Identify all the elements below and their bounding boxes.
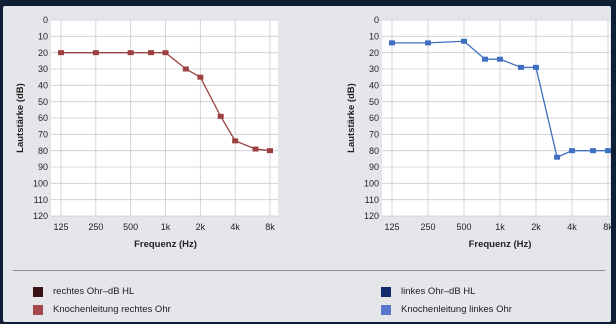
legend-item-right-air: rechtes Ohr–dB HL xyxy=(33,286,171,297)
y-tick-label: 100 xyxy=(33,179,48,189)
data-point xyxy=(554,155,560,160)
audiogram-left-ear: 0 10 20 30 40 50 60 70 80 90 100 110 120 125 250 500 1k 2… xyxy=(303,6,611,264)
data-point xyxy=(148,50,154,55)
x-tick-label: 4k xyxy=(567,222,577,232)
y-axis-title: Lautstärke (dB) xyxy=(346,83,357,153)
legend-label-left-bone: Knochenleitung linkes Ohr xyxy=(401,304,512,315)
y-tick-label: 10 xyxy=(369,32,379,42)
y-tick-label: 50 xyxy=(38,97,48,107)
y-tick-label: 20 xyxy=(38,48,48,58)
x-tick-label: 8k xyxy=(265,222,275,232)
data-point xyxy=(218,114,224,119)
legend-item-left-bone: Knochenleitung linkes Ohr xyxy=(381,304,512,315)
audiogram-sheet: 0 10 20 30 40 50 60 70 80 90 100 110 120 125 250 500 1k 2… xyxy=(3,6,611,322)
data-point xyxy=(58,50,64,55)
x-tick-label: 125 xyxy=(384,222,399,232)
y-tick-label: 60 xyxy=(369,113,379,123)
legend-swatch-left-air xyxy=(381,287,391,297)
y-tick-label: 110 xyxy=(365,195,379,205)
y-tick-label: 40 xyxy=(369,81,379,91)
data-point xyxy=(533,65,539,70)
y-tick-label: 90 xyxy=(38,162,48,172)
y-tick-label: 80 xyxy=(369,146,379,156)
y-tick-label: 50 xyxy=(369,97,379,107)
legend-swatch-right-bone xyxy=(33,305,43,315)
legend-swatch-right-air xyxy=(33,287,43,297)
legend-label-right-bone: Knochenleitung rechtes Ohr xyxy=(53,304,171,315)
x-tick-label: 4k xyxy=(230,222,240,232)
data-point xyxy=(605,148,611,153)
y-axis-title: Lautstärke (dB) xyxy=(15,83,26,153)
y-tick-label: 80 xyxy=(38,146,48,156)
y-tick-label: 120 xyxy=(33,211,48,221)
x-tick-label: 500 xyxy=(123,222,138,232)
x-tick-label: 125 xyxy=(53,222,68,232)
data-point xyxy=(497,57,503,62)
x-axis-title: Frequenz (Hz) xyxy=(469,239,532,250)
y-tick-label: 100 xyxy=(364,179,379,189)
data-point xyxy=(163,50,169,55)
y-tick-label: 110 xyxy=(34,195,48,205)
data-point xyxy=(93,50,99,55)
data-point xyxy=(569,148,575,153)
data-point xyxy=(128,50,134,55)
x-tick-label: 2k xyxy=(531,222,541,232)
data-point xyxy=(197,75,203,80)
x-axis-title: Frequenz (Hz) xyxy=(134,239,197,250)
y-tick-label: 120 xyxy=(364,211,379,221)
data-point xyxy=(183,67,189,72)
x-tick-label: 2k xyxy=(196,222,206,232)
data-point xyxy=(482,57,488,62)
legend-right-ear: rechtes Ohr–dB HL Knochenleitung rechtes… xyxy=(33,286,171,315)
legend-swatch-left-bone xyxy=(381,305,391,315)
y-tick-label: 30 xyxy=(38,64,48,74)
x-tick-label: 1k xyxy=(161,222,171,232)
data-point xyxy=(425,40,431,45)
y-tick-label: 20 xyxy=(369,48,379,58)
legend-divider xyxy=(13,270,605,271)
x-tick-label: 1k xyxy=(495,222,505,232)
y-tick-label: 0 xyxy=(43,15,48,25)
data-point xyxy=(590,148,596,153)
y-tick-label: 10 xyxy=(38,32,48,42)
data-point xyxy=(267,148,273,153)
legend-label-left-air: linkes Ohr–dB HL xyxy=(401,286,475,297)
x-tick-label: 250 xyxy=(88,222,103,232)
y-tick-label: 0 xyxy=(374,15,379,25)
data-point xyxy=(518,65,524,70)
y-tick-label: 70 xyxy=(38,130,48,140)
y-tick-label: 90 xyxy=(369,162,379,172)
y-tick-label: 40 xyxy=(38,81,48,91)
legend-label-right-air: rechtes Ohr–dB HL xyxy=(53,286,134,297)
x-tick-label: 8k xyxy=(603,222,611,232)
x-tick-label: 250 xyxy=(420,222,435,232)
y-tick-label: 30 xyxy=(369,64,379,74)
legend-left-ear: linkes Ohr–dB HL Knochenleitung linkes O… xyxy=(381,286,512,315)
y-tick-label: 70 xyxy=(369,130,379,140)
audiogram-right-ear: 0 10 20 30 40 50 60 70 80 90 100 110 120 125 250 500 1k 2… xyxy=(3,6,303,264)
data-point xyxy=(232,138,238,143)
data-point xyxy=(461,39,467,44)
legend-item-left-air: linkes Ohr–dB HL xyxy=(381,286,512,297)
y-tick-label: 60 xyxy=(38,113,48,123)
x-tick-label: 500 xyxy=(456,222,471,232)
data-point xyxy=(389,40,395,45)
data-point xyxy=(253,147,259,152)
legend-item-right-bone: Knochenleitung rechtes Ohr xyxy=(33,304,171,315)
